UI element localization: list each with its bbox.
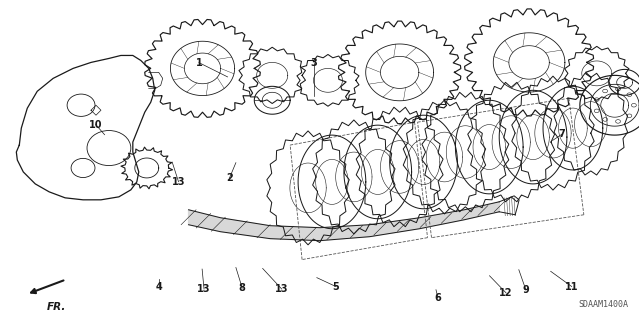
- Text: 9: 9: [522, 285, 529, 295]
- Text: 6: 6: [435, 293, 441, 303]
- Text: 11: 11: [565, 282, 579, 292]
- Text: 7: 7: [559, 129, 566, 139]
- Text: SDAAM1400A: SDAAM1400A: [579, 300, 628, 309]
- Text: 1: 1: [196, 58, 202, 68]
- Text: FR.: FR.: [47, 302, 66, 312]
- Text: 5: 5: [333, 282, 339, 292]
- Text: 4: 4: [156, 282, 163, 292]
- Text: 2: 2: [226, 173, 233, 183]
- Text: 8: 8: [239, 283, 246, 293]
- Text: 12: 12: [499, 288, 513, 298]
- Text: 3: 3: [310, 58, 317, 68]
- Text: 13: 13: [172, 177, 186, 187]
- Text: 10: 10: [89, 120, 102, 130]
- Text: 13: 13: [275, 284, 289, 294]
- Text: 13: 13: [197, 284, 211, 294]
- Polygon shape: [189, 202, 499, 241]
